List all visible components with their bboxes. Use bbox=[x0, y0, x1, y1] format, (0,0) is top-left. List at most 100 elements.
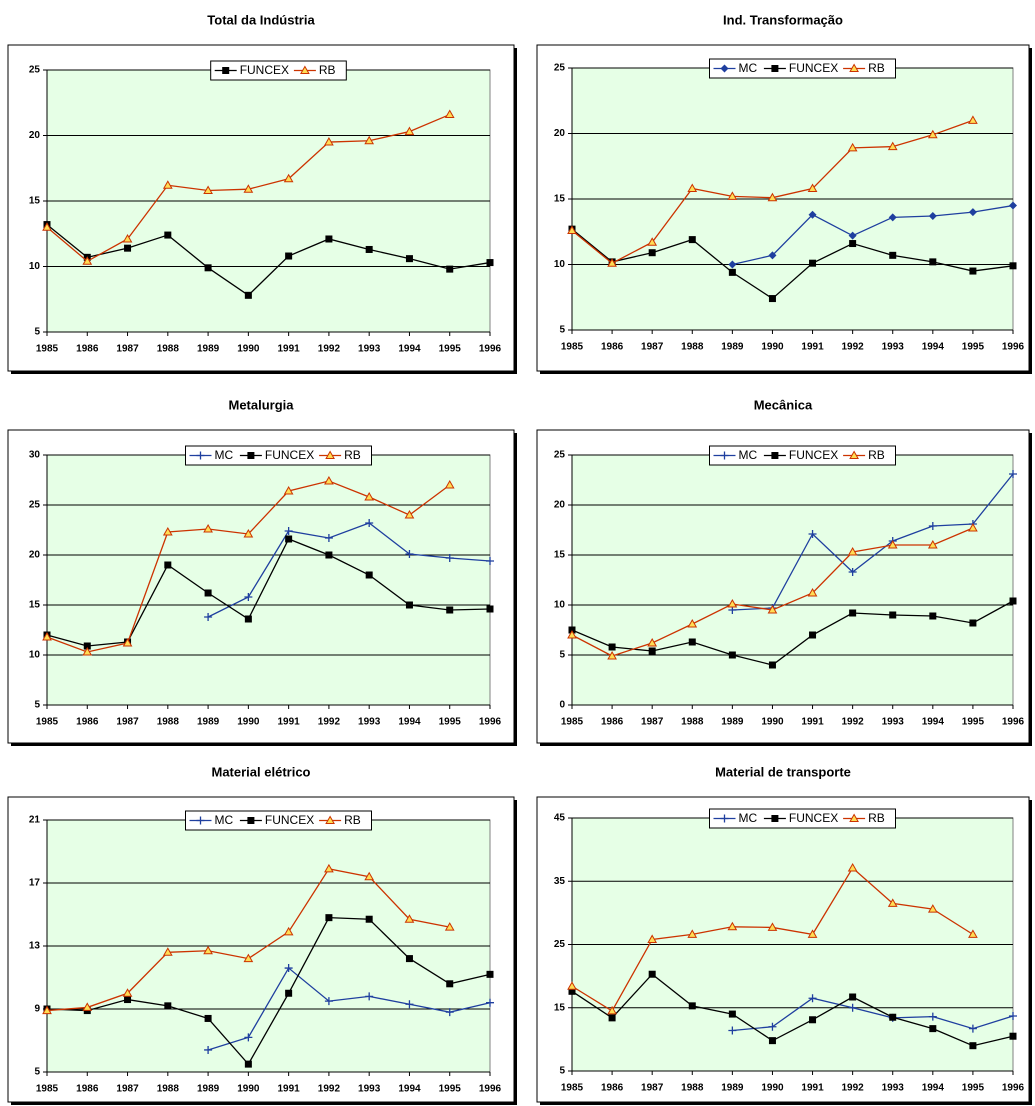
x-tick-label: 1988 bbox=[157, 344, 180, 355]
x-tick-label: 1985 bbox=[36, 717, 59, 728]
marker bbox=[364, 491, 375, 501]
marker bbox=[767, 192, 778, 202]
marker bbox=[325, 815, 335, 824]
marker bbox=[444, 479, 455, 489]
legend-label: MC bbox=[739, 811, 758, 825]
x-tick-label: 1985 bbox=[561, 717, 584, 728]
y-tick-label: 20 bbox=[554, 500, 566, 511]
marker bbox=[244, 1033, 253, 1042]
marker bbox=[929, 612, 937, 620]
chart-title: Material de transporte bbox=[715, 764, 851, 779]
x-tick-label: 1993 bbox=[358, 1084, 381, 1095]
series-line bbox=[571, 600, 1014, 666]
marker bbox=[929, 1025, 937, 1033]
marker bbox=[768, 251, 777, 260]
marker bbox=[968, 1024, 977, 1033]
marker bbox=[325, 235, 333, 243]
series-line bbox=[732, 473, 1014, 611]
x-tick-label: 1990 bbox=[761, 717, 784, 728]
marker bbox=[771, 815, 779, 822]
y-tick-label: 45 bbox=[554, 813, 566, 824]
marker bbox=[720, 814, 729, 823]
marker bbox=[162, 947, 173, 956]
series-line bbox=[571, 973, 1014, 1047]
x-tick-label: 1990 bbox=[761, 1083, 784, 1094]
marker bbox=[809, 1016, 817, 1024]
x-tick-label: 1996 bbox=[1002, 717, 1025, 728]
marker bbox=[196, 451, 205, 460]
x-tick-label: 1991 bbox=[801, 1083, 824, 1094]
marker bbox=[927, 539, 938, 549]
x-tick-label: 1992 bbox=[318, 717, 341, 728]
x-tick-label: 1994 bbox=[922, 342, 945, 353]
marker bbox=[849, 993, 857, 1001]
x-tick-label: 1986 bbox=[76, 344, 99, 355]
marker bbox=[244, 615, 252, 623]
x-tick-label: 1991 bbox=[801, 717, 824, 728]
x-tick-label: 1994 bbox=[922, 717, 945, 728]
marker bbox=[728, 260, 737, 269]
marker bbox=[969, 619, 977, 627]
y-tick-label: 15 bbox=[29, 600, 41, 611]
legend-label: FUNCEX bbox=[789, 61, 838, 75]
marker bbox=[247, 452, 255, 459]
marker bbox=[808, 530, 817, 538]
marker bbox=[889, 251, 897, 259]
legend-label: FUNCEX bbox=[789, 811, 838, 825]
marker bbox=[849, 813, 859, 822]
legend-label: FUNCEX bbox=[265, 448, 314, 462]
marker bbox=[285, 535, 293, 543]
x-tick-label: 1996 bbox=[1002, 342, 1025, 353]
chart-title: Material elétrico bbox=[212, 764, 311, 779]
legend-label: FUNCEX bbox=[240, 63, 289, 77]
x-tick-label: 1994 bbox=[922, 1083, 945, 1094]
x-tick-label: 1986 bbox=[601, 342, 624, 353]
marker bbox=[284, 964, 293, 973]
marker bbox=[444, 109, 455, 119]
x-tick-label: 1990 bbox=[237, 344, 260, 355]
marker bbox=[196, 816, 205, 825]
x-tick-label: 1991 bbox=[278, 717, 301, 728]
marker bbox=[607, 1005, 617, 1015]
legend-label: MC bbox=[739, 61, 758, 75]
y-tick-label: 25 bbox=[554, 450, 566, 461]
x-tick-label: 1992 bbox=[842, 717, 865, 728]
y-tick-label: 10 bbox=[29, 650, 41, 661]
marker bbox=[1009, 262, 1017, 270]
marker bbox=[404, 914, 415, 923]
marker bbox=[162, 526, 173, 536]
marker bbox=[568, 987, 576, 995]
marker bbox=[244, 1060, 252, 1068]
marker bbox=[887, 898, 898, 907]
marker bbox=[204, 1014, 212, 1022]
marker bbox=[809, 259, 817, 267]
marker bbox=[607, 258, 617, 267]
marker bbox=[687, 183, 698, 193]
y-tick-label: 15 bbox=[29, 196, 41, 207]
marker bbox=[405, 550, 414, 558]
marker bbox=[849, 450, 859, 459]
marker bbox=[164, 561, 172, 569]
marker bbox=[687, 929, 698, 938]
x-tick-label: 1986 bbox=[76, 1084, 99, 1095]
marker bbox=[1009, 597, 1017, 605]
marker bbox=[204, 264, 212, 272]
marker bbox=[444, 922, 455, 931]
marker bbox=[1009, 201, 1017, 210]
x-tick-label: 1989 bbox=[197, 344, 220, 355]
x-tick-label: 1985 bbox=[36, 1084, 59, 1095]
marker bbox=[446, 265, 454, 273]
marker bbox=[728, 1026, 737, 1035]
marker bbox=[486, 970, 494, 978]
marker bbox=[82, 1002, 93, 1011]
marker bbox=[445, 554, 454, 562]
marker bbox=[244, 291, 252, 299]
legend-label: FUNCEX bbox=[265, 813, 314, 827]
marker bbox=[688, 638, 696, 646]
legend-label: RB bbox=[868, 61, 885, 75]
marker bbox=[285, 989, 293, 997]
x-tick-label: 1996 bbox=[479, 344, 502, 355]
marker bbox=[1009, 1032, 1017, 1040]
marker bbox=[647, 934, 658, 943]
legend-label: RB bbox=[868, 448, 885, 462]
